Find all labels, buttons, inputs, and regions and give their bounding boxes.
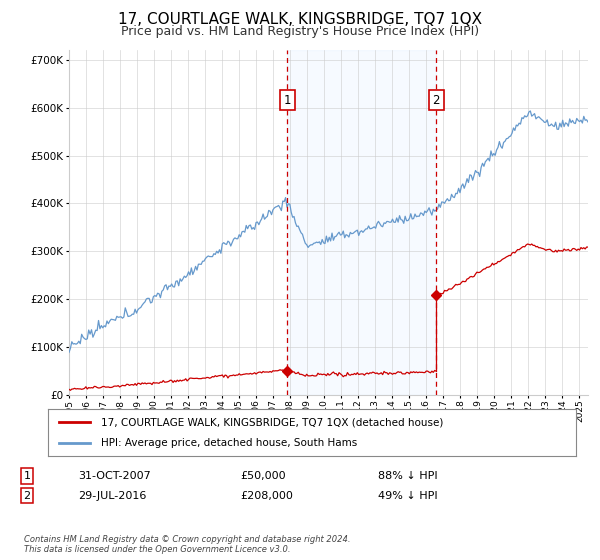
Text: 1: 1 [284,94,291,107]
Text: £208,000: £208,000 [240,491,293,501]
Text: HPI: Average price, detached house, South Hams: HPI: Average price, detached house, Sout… [101,438,357,448]
Text: 88% ↓ HPI: 88% ↓ HPI [378,471,437,481]
Text: 49% ↓ HPI: 49% ↓ HPI [378,491,437,501]
Text: 2: 2 [433,94,440,107]
Text: 17, COURTLAGE WALK, KINGSBRIDGE, TQ7 1QX (detached house): 17, COURTLAGE WALK, KINGSBRIDGE, TQ7 1QX… [101,417,443,427]
Bar [287,50,436,395]
Text: 2: 2 [23,491,31,501]
Text: Contains HM Land Registry data © Crown copyright and database right 2024.
This d: Contains HM Land Registry data © Crown c… [24,535,350,554]
Text: 1: 1 [23,471,31,481]
Text: Price paid vs. HM Land Registry's House Price Index (HPI): Price paid vs. HM Land Registry's House … [121,25,479,38]
Text: 29-JUL-2016: 29-JUL-2016 [78,491,146,501]
Text: 31-OCT-2007: 31-OCT-2007 [78,471,151,481]
Text: £50,000: £50,000 [240,471,286,481]
Text: 17, COURTLAGE WALK, KINGSBRIDGE, TQ7 1QX: 17, COURTLAGE WALK, KINGSBRIDGE, TQ7 1QX [118,12,482,27]
